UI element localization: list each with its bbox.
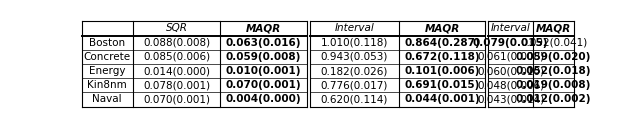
- Text: Concrete: Concrete: [84, 52, 131, 62]
- Text: 0.010(0.001): 0.010(0.001): [226, 66, 301, 76]
- Text: 0.012(0.002): 0.012(0.002): [516, 94, 591, 105]
- Text: 0.101(0.006): 0.101(0.006): [404, 66, 479, 76]
- Text: 0.048(0.006): 0.048(0.006): [477, 80, 544, 90]
- Text: 0.943(0.053): 0.943(0.053): [321, 52, 388, 62]
- Text: Interval: Interval: [491, 23, 531, 33]
- Text: SQR: SQR: [166, 23, 188, 33]
- Text: MAQR: MAQR: [246, 23, 282, 33]
- Text: Boston: Boston: [89, 38, 125, 48]
- Text: 0.059(0.020): 0.059(0.020): [516, 52, 591, 62]
- Text: 0.004(0.000): 0.004(0.000): [226, 94, 301, 105]
- Text: 0.092(0.041): 0.092(0.041): [520, 38, 587, 48]
- Text: Kin8nm: Kin8nm: [87, 80, 127, 90]
- Text: 0.061(0.008): 0.061(0.008): [477, 52, 544, 62]
- Text: 0.044(0.001): 0.044(0.001): [404, 94, 480, 105]
- Text: 0.059(0.008): 0.059(0.008): [226, 52, 301, 62]
- Text: 0.079(0.015): 0.079(0.015): [473, 38, 548, 48]
- Text: 1.010(0.118): 1.010(0.118): [321, 38, 388, 48]
- Text: 0.063(0.016): 0.063(0.016): [226, 38, 301, 48]
- Text: 0.620(0.114): 0.620(0.114): [321, 94, 388, 105]
- Text: Energy: Energy: [89, 66, 125, 76]
- Text: 0.043(0.014): 0.043(0.014): [477, 94, 544, 105]
- Text: 0.060(0.010): 0.060(0.010): [477, 66, 544, 76]
- Text: 0.078(0.001): 0.078(0.001): [143, 80, 210, 90]
- Text: 0.052(0.018): 0.052(0.018): [516, 66, 591, 76]
- Text: 0.070(0.001): 0.070(0.001): [226, 80, 301, 90]
- Text: 0.776(0.017): 0.776(0.017): [321, 80, 388, 90]
- Text: 0.182(0.026): 0.182(0.026): [321, 66, 388, 76]
- Text: 0.070(0.001): 0.070(0.001): [143, 94, 210, 105]
- Text: 0.019(0.008): 0.019(0.008): [516, 80, 591, 90]
- Text: Interval: Interval: [335, 23, 374, 33]
- Text: MAQR: MAQR: [536, 23, 571, 33]
- Text: 0.864(0.287): 0.864(0.287): [404, 38, 480, 48]
- Text: MAQR: MAQR: [424, 23, 460, 33]
- Text: 0.672(0.118): 0.672(0.118): [404, 52, 480, 62]
- Text: 0.691(0.015): 0.691(0.015): [404, 80, 479, 90]
- Text: 0.088(0.008): 0.088(0.008): [143, 38, 210, 48]
- Text: 0.014(0.000): 0.014(0.000): [143, 66, 210, 76]
- Text: Naval: Naval: [92, 94, 122, 105]
- Text: 0.085(0.006): 0.085(0.006): [143, 52, 210, 62]
